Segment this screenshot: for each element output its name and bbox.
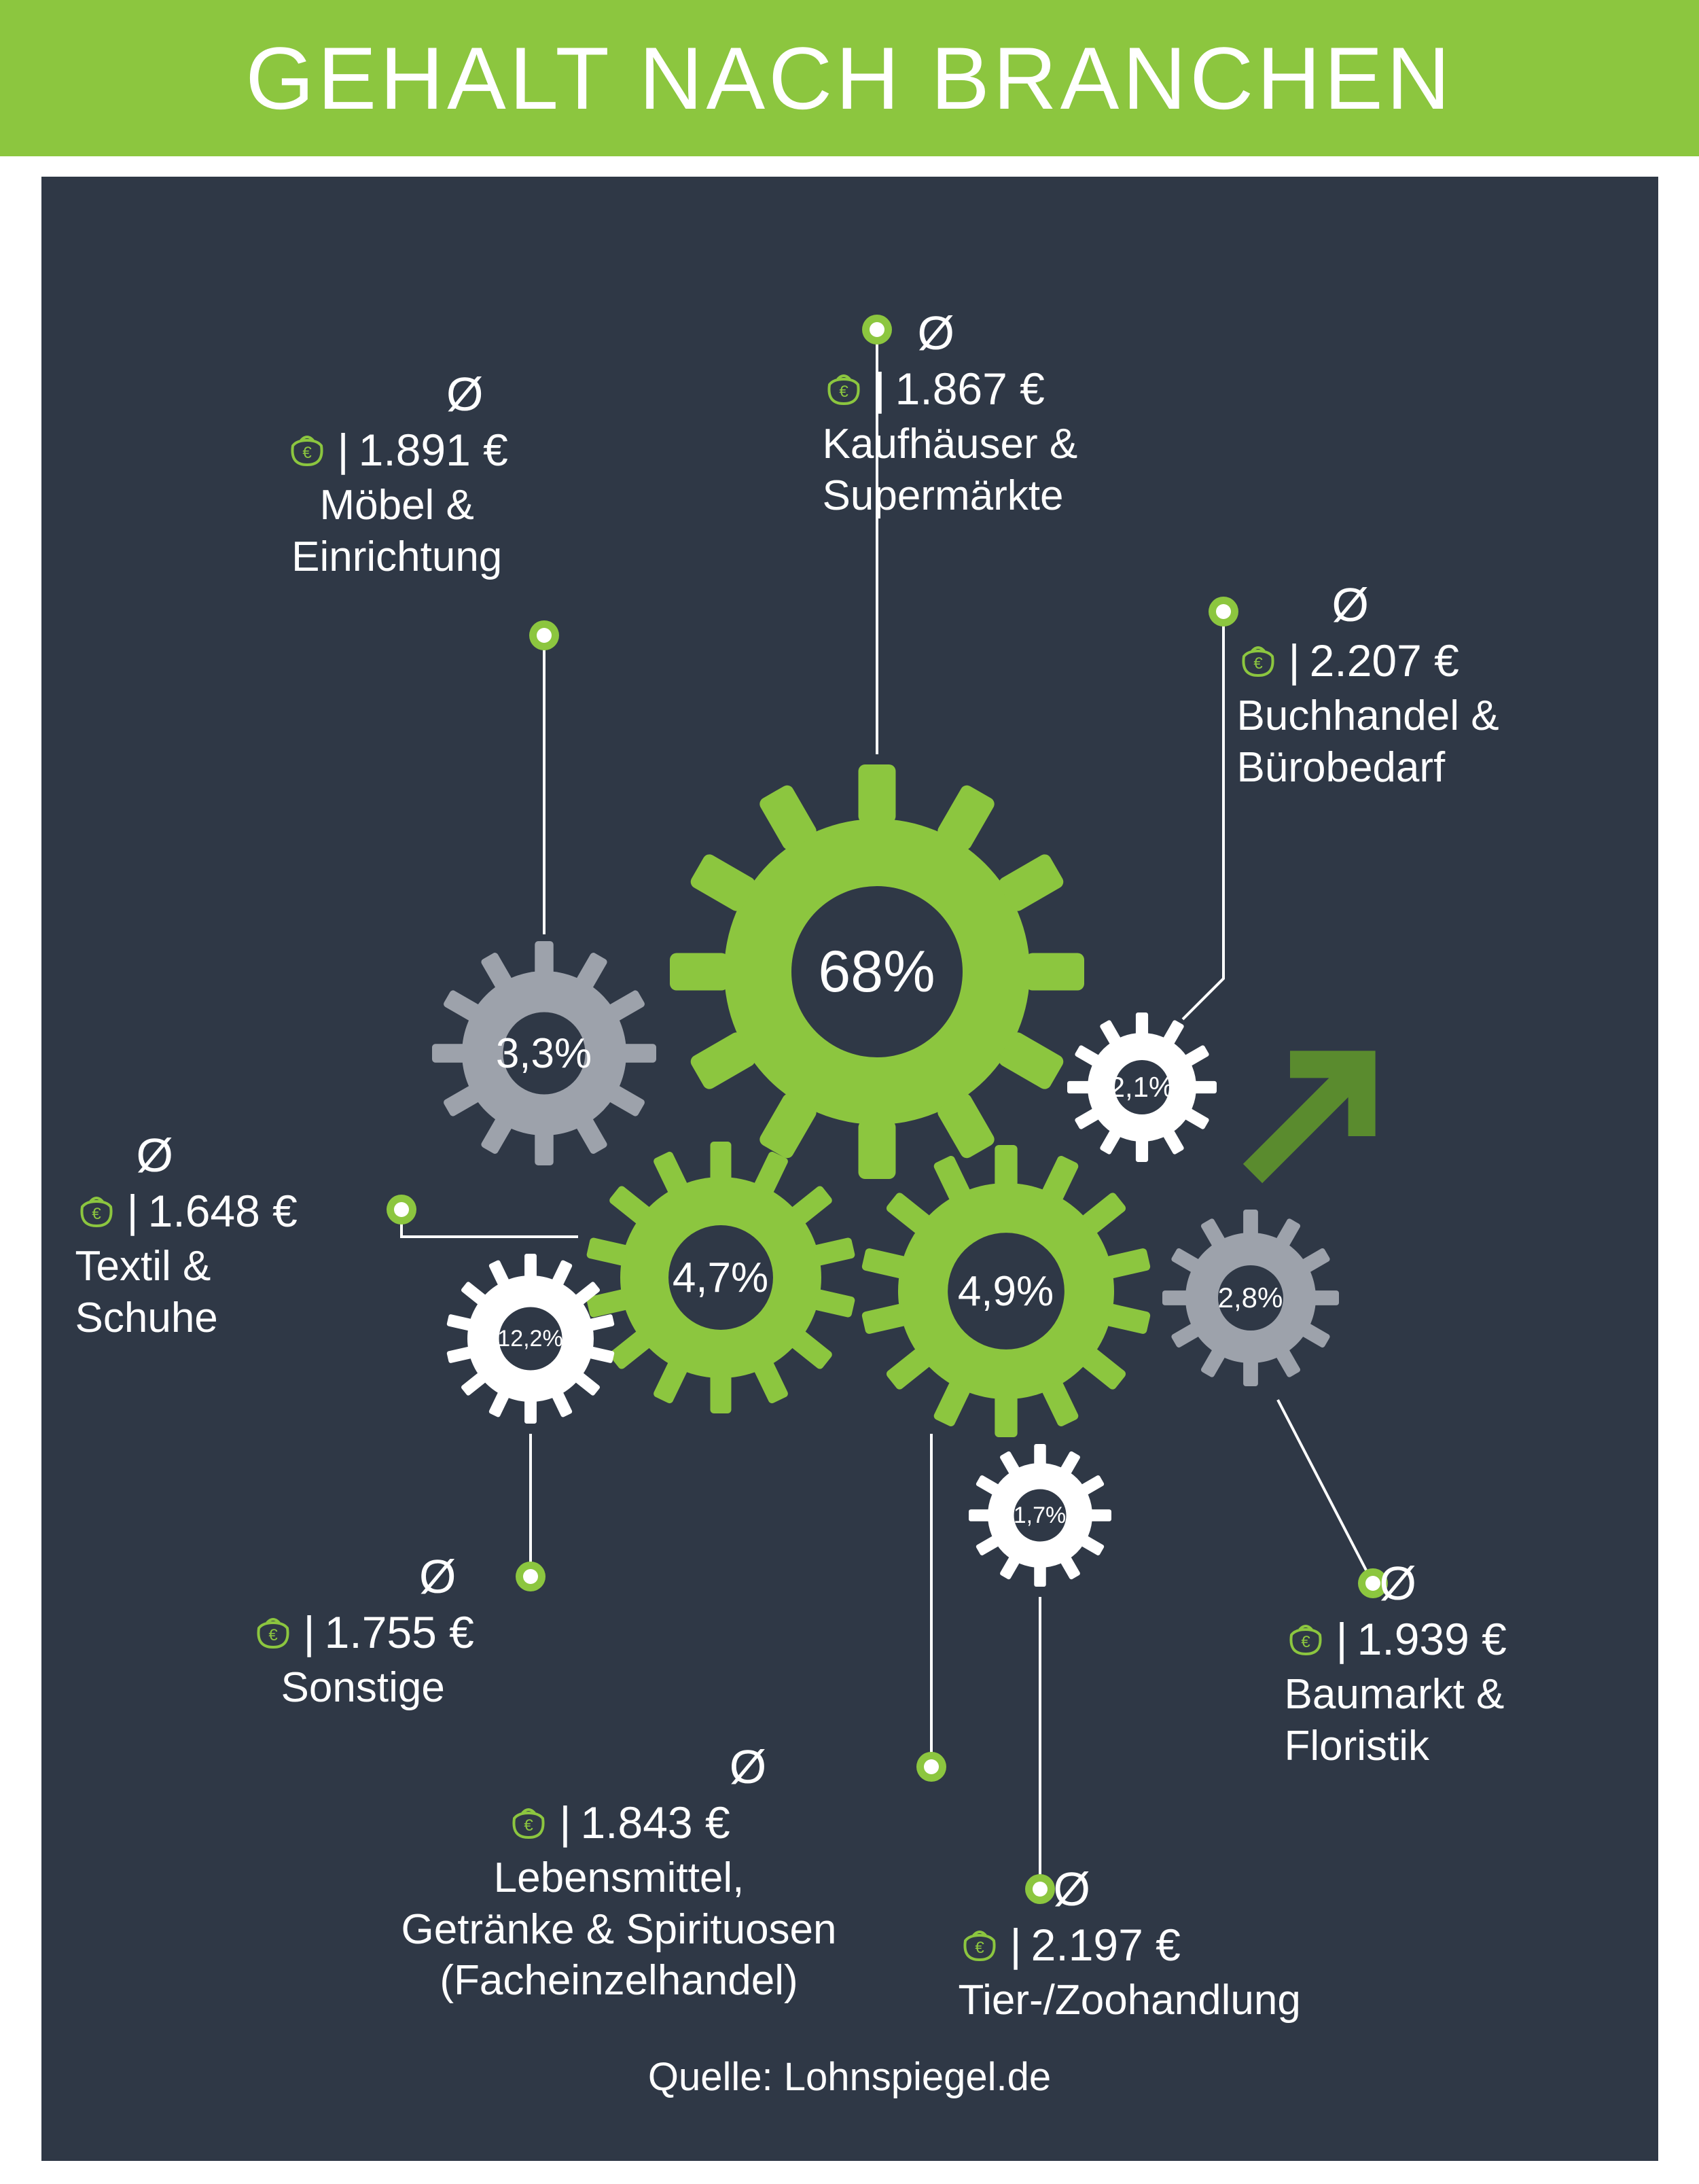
- panel: Quelle: Lohnspiegel.de 68% 3,3% 4,7% 4,9% 2,…: [41, 177, 1658, 2161]
- industry-label: Kaufhäuser &Supermärkte: [823, 419, 1078, 521]
- gear-pct-label: 3,3%: [496, 1029, 592, 1078]
- industry-label: Baumarkt &Floristik: [1285, 1669, 1507, 1772]
- salary-line: € |1.843 €: [401, 1797, 837, 1848]
- infographic-page: GEHALT NACH BRANCHEN Quelle: Lohnspiegel…: [0, 0, 1699, 2184]
- salary-amount: 1.755 €: [325, 1606, 474, 1658]
- gear-g_leben: 4,9%: [860, 1145, 1152, 1437]
- salary-amount: 1.867 €: [895, 363, 1045, 415]
- salary-amount: 1.843 €: [580, 1797, 730, 1848]
- gear-pct-label: 2,8%: [1218, 1282, 1283, 1314]
- avg-symbol: Ø: [1380, 1556, 1507, 1610]
- separator: |: [1289, 635, 1300, 686]
- industry-label: Lebensmittel,Getränke & Spirituosen(Fach…: [401, 1852, 837, 2007]
- avg-symbol: Ø: [1332, 578, 1499, 632]
- gear-pct-label: 4,7%: [673, 1254, 768, 1302]
- gear-g_kauf: 68%: [670, 764, 1084, 1179]
- salary-line: € |2.197 €: [959, 1919, 1301, 1971]
- arrow-ne: [1230, 1046, 1380, 1196]
- purse-icon: €: [75, 1193, 118, 1229]
- gear-pct-label: 12,2%: [497, 1326, 562, 1352]
- salary-amount: 1.891 €: [359, 424, 508, 476]
- salary-amount: 2.197 €: [1031, 1919, 1181, 1971]
- separator: |: [874, 363, 886, 415]
- callout-c_leben: Ø € |1.843 €Lebensmittel,Getränke & Spirit…: [401, 1740, 837, 2007]
- avg-symbol: Ø: [660, 1740, 837, 1794]
- purse-icon: €: [507, 1805, 550, 1840]
- avg-symbol: Ø: [137, 1128, 298, 1182]
- callout-c_textil: Ø € |1.648 €Textil &Schuhe: [75, 1128, 298, 1343]
- svg-text:€: €: [524, 1816, 534, 1835]
- callout-c_bau: Ø € |1.939 €Baumarkt &Floristik: [1285, 1556, 1507, 1772]
- industry-label: Möbel &Einrichtung: [286, 480, 508, 582]
- salary-line: € |2.207 €: [1237, 635, 1499, 686]
- svg-text:€: €: [839, 383, 848, 401]
- svg-text:€: €: [92, 1205, 101, 1223]
- separator: |: [304, 1606, 315, 1658]
- gear-g_sonst: 12,2%: [446, 1254, 615, 1424]
- callout-c_moebel: Ø € |1.891 €Möbel &Einrichtung: [286, 367, 508, 582]
- separator: |: [1336, 1613, 1348, 1665]
- gear-pct-label: 68%: [818, 938, 935, 1006]
- avg-symbol: Ø: [918, 306, 1078, 360]
- svg-text:€: €: [1253, 654, 1263, 673]
- salary-amount: 2.207 €: [1310, 635, 1459, 686]
- gear-pct-label: 2,1%: [1109, 1071, 1175, 1104]
- gear-g_moebel: 3,3%: [432, 941, 656, 1165]
- salary-amount: 1.939 €: [1357, 1613, 1507, 1665]
- avg-symbol: Ø: [1054, 1862, 1301, 1916]
- svg-text:€: €: [268, 1626, 278, 1644]
- header-bar: GEHALT NACH BRANCHEN: [0, 0, 1699, 156]
- industry-label: Textil &Schuhe: [75, 1241, 298, 1343]
- purse-icon: €: [286, 432, 328, 468]
- salary-line: € |1.891 €: [286, 424, 508, 476]
- avg-symbol: Ø: [422, 367, 508, 421]
- purse-icon: €: [959, 1927, 1001, 1962]
- gear-g_buch: 2,1%: [1067, 1012, 1217, 1162]
- salary-line: € |1.755 €: [252, 1606, 474, 1658]
- salary-line: € |1.867 €: [823, 363, 1078, 415]
- industry-label: Tier-/Zoohandlung: [959, 1975, 1301, 2026]
- separator: |: [559, 1797, 571, 1848]
- gear-pct-label: 1,7%: [1014, 1502, 1067, 1529]
- gear-g_textil: 4,7%: [585, 1142, 857, 1413]
- gear-pct-label: 4,9%: [958, 1267, 1054, 1316]
- callout-c_sonst: Ø € |1.755 €Sonstige: [252, 1549, 474, 1714]
- header-title: GEHALT NACH BRANCHEN: [245, 29, 1453, 128]
- callout-c_kauf: Ø € |1.867 €Kaufhäuser &Supermärkte: [823, 306, 1078, 521]
- svg-text:€: €: [302, 444, 312, 462]
- svg-text:€: €: [975, 1939, 984, 1957]
- separator: |: [1010, 1919, 1022, 1971]
- source-label: Quelle: Lohnspiegel.de: [41, 2054, 1658, 2100]
- salary-amount: 1.648 €: [148, 1185, 298, 1237]
- purse-icon: €: [1237, 643, 1279, 678]
- salary-line: € |1.939 €: [1285, 1613, 1507, 1665]
- industry-label: Sonstige: [252, 1662, 474, 1714]
- purse-icon: €: [252, 1615, 294, 1650]
- callout-c_tier: Ø € |2.197 €Tier-/Zoohandlung: [959, 1862, 1301, 2026]
- separator: |: [127, 1185, 139, 1237]
- avg-symbol: Ø: [401, 1549, 474, 1604]
- svg-text:€: €: [1301, 1633, 1310, 1651]
- purse-icon: €: [1285, 1621, 1327, 1657]
- salary-line: € |1.648 €: [75, 1185, 298, 1237]
- separator: |: [338, 424, 349, 476]
- gear-g_bau: 2,8%: [1162, 1210, 1339, 1386]
- industry-label: Buchhandel &Bürobedarf: [1237, 690, 1499, 793]
- purse-icon: €: [823, 371, 865, 406]
- callout-c_buch: Ø € |2.207 €Buchhandel &Bürobedarf: [1237, 578, 1499, 793]
- gear-g_tier: 1,7%: [969, 1444, 1111, 1587]
